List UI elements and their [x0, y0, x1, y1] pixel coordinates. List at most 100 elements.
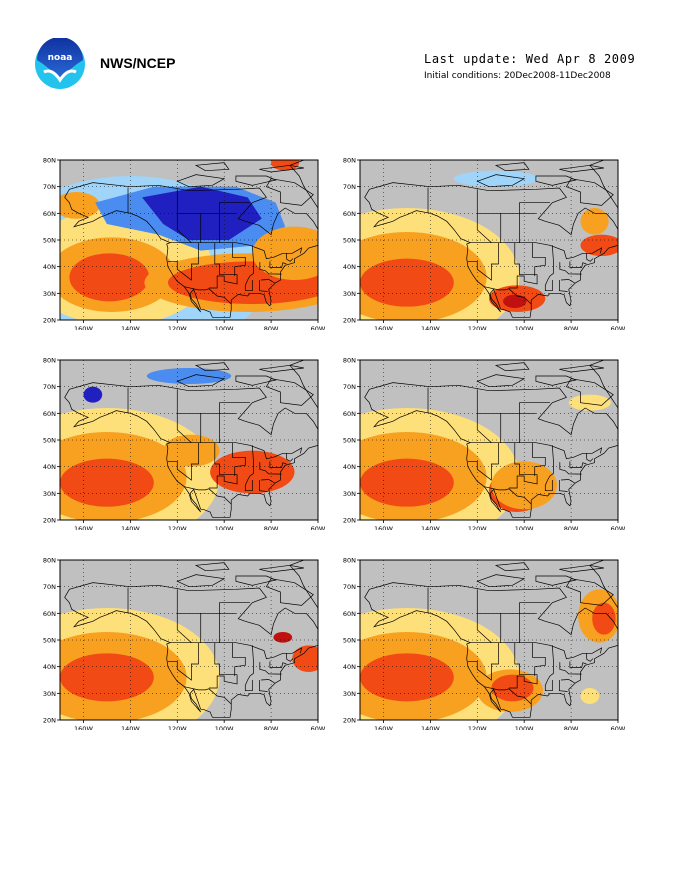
- y-tick-label-1: 30N: [43, 490, 56, 498]
- noaa-logo: noaa: [35, 38, 85, 89]
- north-america-coast: [364, 182, 618, 318]
- x-tick-label-5: 60W: [311, 525, 326, 530]
- greenland-coast: [289, 360, 318, 409]
- border-line-8: [259, 662, 282, 675]
- arctic-island-5: [494, 362, 530, 372]
- y-tick-label-4: 60N: [43, 210, 56, 218]
- x-tick-label-5: 60W: [611, 525, 626, 530]
- arctic-cool-strip: [453, 170, 539, 187]
- border-line-7: [544, 445, 554, 492]
- border-line-18: [219, 202, 250, 214]
- greenland-coast: [589, 360, 618, 409]
- border-line-18: [219, 402, 250, 414]
- anomaly-map-5: 160W 140W 120W 100W 80W 60W 20N 30N 40N 50N 60N 70N…: [43, 557, 326, 731]
- border-line-10: [260, 679, 275, 684]
- x-tick-label-5: 60W: [311, 725, 326, 730]
- y-tick-label-0: 20N: [343, 717, 356, 725]
- y-tick-label-0: 20N: [343, 517, 356, 525]
- arctic-island-3: [259, 564, 304, 573]
- x-tick-label-5: 60W: [611, 725, 626, 730]
- border-line-9: [569, 261, 587, 268]
- anomaly-layer: [360, 170, 618, 320]
- border-line-6: [232, 642, 246, 676]
- border-line-15: [176, 213, 192, 243]
- x-tick-label-0: 160W: [374, 325, 393, 330]
- border-line-4: [167, 242, 199, 281]
- x-tick-label-2: 120W: [468, 525, 487, 530]
- arctic-island-4: [565, 578, 614, 606]
- border-line-5: [208, 242, 238, 289]
- border-line-18: [519, 602, 550, 614]
- x-tick-label-1: 140W: [121, 725, 140, 730]
- border-line-9: [569, 461, 587, 468]
- y-tick-label-3: 50N: [343, 637, 356, 645]
- arctic-island-4: [265, 378, 314, 406]
- y-tick-label-0: 20N: [343, 317, 356, 325]
- border-line-10: [260, 279, 275, 284]
- anomaly-map-4: 160W 140W 120W 100W 80W 60W 20N 30N 40N 50N 60N 70N…: [343, 357, 626, 531]
- x-tick-label-3: 100W: [215, 725, 234, 730]
- border-line-7: [244, 445, 254, 492]
- y-tick-label-5: 70N: [43, 583, 56, 591]
- coastlines: [64, 160, 318, 318]
- border-line-12: [585, 453, 594, 462]
- y-tick-label-6: 80N: [343, 557, 356, 565]
- border-line-6: [532, 642, 546, 676]
- border-line-2: [484, 286, 532, 305]
- border-line-7: [544, 245, 554, 292]
- arctic-island-4: [265, 178, 314, 206]
- x-tick-label-4: 80W: [564, 325, 579, 330]
- border-line-11: [559, 480, 568, 492]
- anomaly-map-2: 160W 140W 120W 100W 80W 60W 20N 30N 40N 50N 60N 70N…: [343, 157, 626, 331]
- labrador-warm-spot: [580, 208, 609, 235]
- x-tick-label-5: 60W: [611, 325, 626, 330]
- rockies-warm: [163, 434, 220, 467]
- border-line-12: [585, 253, 594, 262]
- x-tick-label-4: 80W: [564, 725, 579, 730]
- x-tick-label-1: 140W: [421, 725, 440, 730]
- x-tick-label-2: 120W: [468, 325, 487, 330]
- y-tick-label-6: 80N: [343, 157, 356, 165]
- x-tick-label-0: 160W: [74, 525, 93, 530]
- arctic-island-5: [494, 162, 530, 172]
- y-tick-label-2: 40N: [43, 663, 56, 671]
- arctic-island-2: [535, 175, 577, 186]
- southern-plains-ring: [491, 461, 558, 510]
- x-tick-label-3: 100W: [515, 725, 534, 730]
- border-line-6: [232, 442, 246, 476]
- border-line-5: [508, 442, 538, 489]
- svg-text:noaa: noaa: [48, 53, 73, 63]
- border-line-11: [559, 680, 568, 692]
- map-panel-3: 160W 140W 120W 100W 80W 60W 20N 30N 40N 50N 60N 70N…: [30, 350, 330, 531]
- border-line-4: [467, 642, 499, 681]
- arctic-island-5: [494, 562, 530, 572]
- coastlines: [364, 560, 618, 718]
- arctic-island-1: [176, 574, 226, 588]
- arctic-island-1: [476, 574, 526, 588]
- border-line-1: [470, 642, 603, 660]
- greenland-coast: [589, 560, 618, 609]
- x-tick-label-3: 100W: [215, 525, 234, 530]
- north-america-coast: [364, 582, 618, 718]
- anomaly-layer: [60, 608, 318, 720]
- greenland-coast: [289, 560, 318, 609]
- border-line-15: [476, 413, 492, 443]
- border-line-18: [519, 202, 550, 214]
- arctic-island-1: [476, 374, 526, 388]
- border-line-8: [559, 262, 582, 275]
- y-tick-label-5: 70N: [43, 183, 56, 191]
- x-tick-label-1: 140W: [421, 525, 440, 530]
- x-tick-label-4: 80W: [564, 525, 579, 530]
- x-tick-label-4: 80W: [264, 725, 279, 730]
- quebec-warm-spot: [273, 632, 293, 643]
- y-tick-label-5: 70N: [343, 583, 356, 591]
- y-tick-label-2: 40N: [43, 263, 56, 271]
- border-line-4: [467, 442, 499, 481]
- arctic-island-2: [235, 575, 277, 586]
- alaska-cold-spot: [83, 386, 103, 403]
- border-line-9: [269, 261, 287, 268]
- north-america-coast: [64, 182, 318, 318]
- y-tick-label-1: 30N: [343, 690, 356, 698]
- gridlines: [60, 360, 318, 520]
- y-tick-label-4: 60N: [343, 410, 356, 418]
